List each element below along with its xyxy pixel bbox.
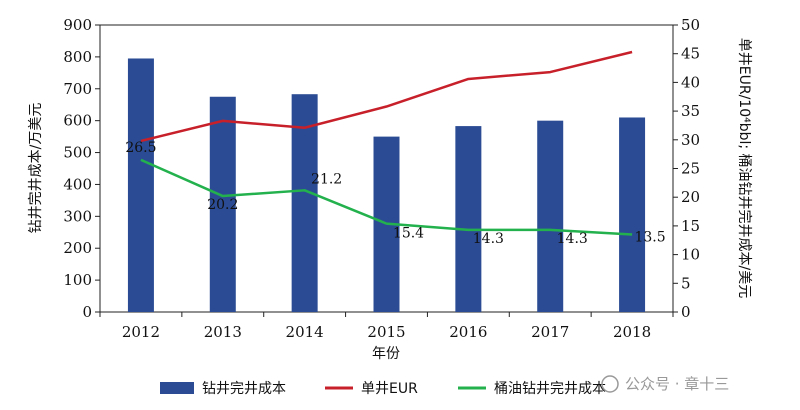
right-axis-tick-label: 5: [681, 274, 691, 292]
bar: [537, 120, 564, 313]
left-axis-tick-label: 300: [63, 207, 92, 225]
left-axis-tick-label: 200: [63, 239, 92, 257]
wechat-logo-icon: [601, 375, 619, 393]
right-axis-tick-label: 20: [681, 188, 700, 206]
legend-label: 钻井完井成本: [202, 381, 286, 397]
left-axis-title: 钻井完井成本/万美元: [28, 103, 44, 234]
bar-series: [127, 58, 646, 313]
right-axis-tick-label: 30: [681, 131, 700, 149]
data-label: 14.3: [557, 231, 588, 247]
x-axis-tick-label: 2012: [122, 323, 160, 341]
right-axis-tick-label: 0: [681, 303, 691, 321]
data-label: 15.4: [393, 226, 424, 242]
left-axis-tick-label: 400: [63, 175, 92, 193]
bar: [619, 117, 646, 312]
legend-swatch-bar: [160, 382, 194, 394]
data-label: 13.5: [634, 230, 665, 246]
series-line: [140, 158, 633, 236]
right-axis-tick-label: 45: [681, 45, 700, 63]
x-axis-tick-label: 2016: [449, 323, 487, 341]
x-axis-tick-label: 2013: [204, 323, 242, 341]
right-axis-tick-label: 50: [681, 16, 700, 34]
series-line: [140, 50, 633, 143]
bar: [127, 58, 154, 312]
right-axis-tick-label: 15: [681, 217, 700, 235]
x-axis-tick-label: 2018: [613, 323, 651, 341]
left-axis-tick-label: 600: [63, 112, 92, 130]
line-series: [140, 50, 633, 236]
left-axis-tick-label: 500: [63, 144, 92, 162]
data-label: 21.2: [311, 171, 342, 187]
left-axis-tick-label: 800: [63, 48, 92, 66]
watermark-text: 公众号 · 章十三: [625, 375, 729, 393]
right-axis-tick-label: 25: [681, 160, 700, 178]
left-axis-tick-label: 0: [82, 303, 92, 321]
x-axis-tick-label: 2014: [286, 323, 324, 341]
right-axis-tick-label: 40: [681, 73, 700, 91]
legend: 钻井完井成本 单井EUR 桶油钻井完井成本: [160, 381, 606, 397]
x-axis-tick-label: 2017: [531, 323, 569, 341]
data-label: 14.3: [473, 231, 504, 247]
right-axis-title: 单井EUR/10⁴bbl; 桶油钻井完井成本/美元: [736, 38, 752, 299]
left-axis: 0 100 200 300 400 500 600 700 800 900: [63, 16, 100, 321]
right-axis-tick-label: 35: [681, 102, 700, 120]
data-label: 26.5: [125, 140, 156, 156]
left-axis-tick-label: 700: [63, 80, 92, 98]
x-axis-title: 年份: [372, 346, 400, 362]
bar: [209, 96, 236, 312]
x-axis-tick-label: 2015: [367, 323, 405, 341]
right-axis-tick-label: 10: [681, 246, 700, 264]
right-axis: 0 5 10 15 20 25 30 35 40 45 50: [673, 16, 700, 321]
legend-label: 桶油钻井完井成本: [494, 381, 606, 397]
left-axis-tick-label: 100: [63, 271, 92, 289]
legend-label: 单井EUR: [361, 381, 418, 397]
data-labels: 26.5 20.2 21.2 15.4 14.3 14.3 13.5: [125, 140, 665, 247]
left-axis-tick-label: 900: [63, 16, 92, 34]
bar: [455, 126, 482, 313]
watermark: 公众号 · 章十三: [601, 375, 729, 393]
bar: [291, 94, 318, 313]
x-axis: 2012 2013 2014 2015 2016 2017 2018: [99, 312, 674, 341]
data-label: 20.2: [207, 197, 238, 213]
